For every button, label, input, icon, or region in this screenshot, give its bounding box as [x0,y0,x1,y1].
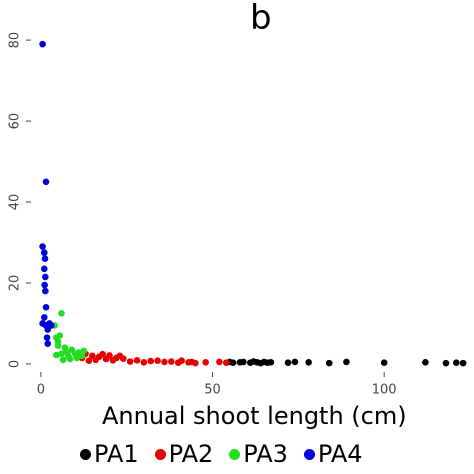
point-pa2 [161,358,168,366]
point-pa2 [126,358,134,365]
point-pa4 [42,303,50,311]
x-tick-label: 50 [204,383,221,398]
point-pa2 [147,357,155,365]
point-pa2 [192,359,199,367]
y-tick-label: 40 [8,194,23,211]
point-pa3 [66,355,74,363]
point-pa3 [58,310,65,317]
y-tick-label: 20 [8,275,23,292]
y-tick-label: 80 [8,32,23,49]
point-pa4 [40,265,48,273]
point-pa4 [44,340,52,347]
point-pa4 [43,334,51,341]
point-pa3 [53,351,60,359]
y-axis: 0 20 40 60 80 [8,32,31,368]
legend-label-pa4: PA4 [317,440,363,468]
point-pa2 [168,358,175,365]
point-pa4 [42,178,50,186]
point-pa2 [99,350,106,358]
point-pa1 [240,358,247,366]
x-axis: 0 50 100 [37,372,397,398]
point-pa1 [229,359,237,367]
y-tick-label: 0 [8,360,23,368]
legend-item-pa2: PA2 [154,440,214,468]
legend-item-pa3: PA3 [229,440,288,468]
point-pa2 [106,352,113,359]
point-pa4 [40,314,48,321]
x-axis-label: Annual shoot length (cm) [102,402,407,430]
point-pa2 [140,359,148,366]
point-pa2 [85,357,93,364]
legend: PA1 PA2 PA3 PA4 [80,440,379,468]
legend-marker-pa4 [303,448,315,460]
point-pa1 [343,358,350,366]
point-pa3 [58,350,65,358]
legend-label-pa3: PA3 [243,440,288,468]
point-pa1 [459,359,467,367]
point-pa3 [54,342,62,350]
point-pa2 [216,358,223,366]
point-pa4 [42,273,49,281]
point-pa4 [39,243,46,250]
point-pa3 [56,332,64,339]
point-pa2 [178,357,185,364]
point-pa3 [59,356,67,364]
point-pa1 [325,359,333,367]
data-points [39,40,467,367]
point-pa4 [47,322,55,329]
point-pa1 [284,359,292,367]
legend-marker-pa1 [80,448,91,460]
legend-label-pa1: PA1 [94,440,139,468]
legend-marker-pa2 [154,448,166,460]
point-pa4 [42,287,49,295]
legend-item-pa1: PA1 [80,440,139,468]
point-pa1 [267,359,275,366]
point-pa1 [291,358,299,366]
point-pa2 [222,359,230,367]
point-pa4 [41,255,49,262]
point-pa2 [202,359,209,366]
point-pa1 [442,359,450,367]
point-pa4 [40,249,48,256]
legend-label-pa2: PA2 [168,440,214,468]
point-pa3 [73,354,81,362]
panel-title: b [250,0,272,38]
y-tick-label: 60 [8,113,23,130]
point-pa1 [422,359,429,366]
point-pa4 [41,281,48,289]
point-pa2 [119,355,127,362]
legend-item-pa4: PA4 [303,440,363,468]
point-pa2 [154,357,161,364]
legend-marker-pa3 [229,448,241,460]
x-tick-label: 0 [37,383,45,398]
point-pa2 [133,356,141,364]
x-tick-label: 100 [372,383,397,398]
point-pa1 [380,359,388,367]
point-pa1 [452,359,460,367]
point-pa3 [80,347,88,355]
point-pa1 [305,359,312,366]
point-pa4 [39,40,46,48]
